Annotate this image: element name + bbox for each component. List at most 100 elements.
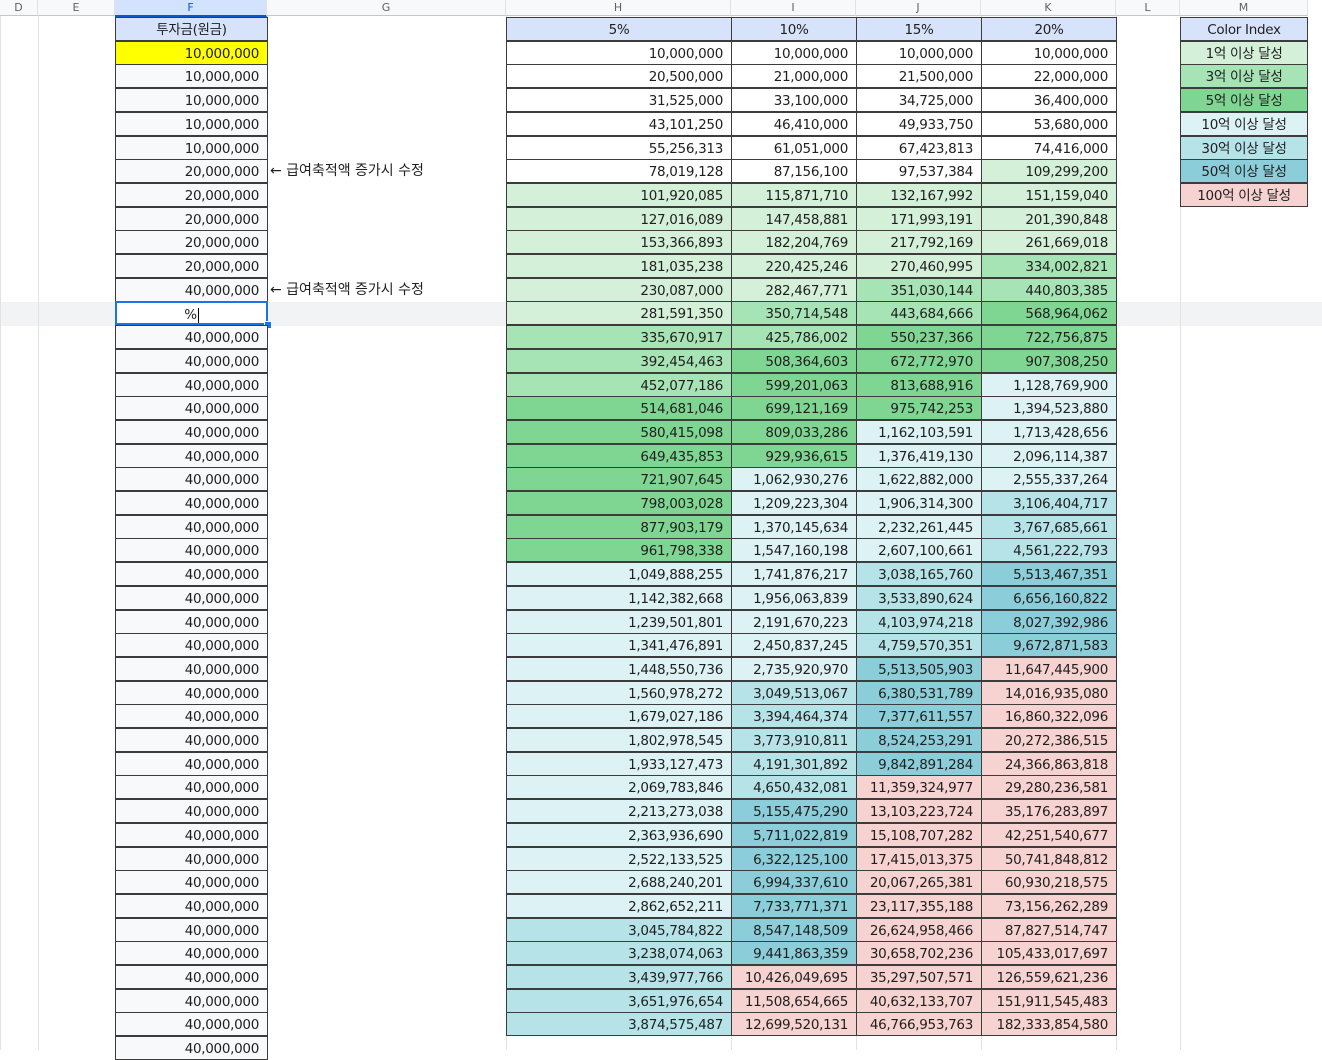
- value-cell-20pct[interactable]: 20,272,386,515: [981, 728, 1117, 752]
- active-cell-value[interactable]: %: [184, 307, 197, 323]
- principal-cell[interactable]: 40,000,000: [115, 610, 268, 634]
- principal-cell[interactable]: 40,000,000: [115, 657, 268, 681]
- value-cell-10pct[interactable]: 425,786,002: [731, 325, 857, 349]
- value-cell-20pct[interactable]: 109,299,200: [981, 159, 1117, 183]
- value-cell-5pct[interactable]: 1,933,127,473: [506, 752, 732, 776]
- principal-cell[interactable]: 40,000,000: [115, 847, 268, 871]
- value-cell-15pct[interactable]: 34,725,000: [856, 88, 982, 112]
- principal-cell[interactable]: 40,000,000: [115, 965, 268, 989]
- value-cell-5pct[interactable]: 101,920,085: [506, 183, 732, 207]
- value-cell-20pct[interactable]: 722,756,875: [981, 325, 1117, 349]
- active-cell[interactable]: %: [115, 301, 268, 325]
- value-cell-5pct[interactable]: 1,560,978,272: [506, 681, 732, 705]
- principal-cell[interactable]: 40,000,000: [115, 704, 268, 728]
- value-cell-10pct[interactable]: 33,100,000: [731, 88, 857, 112]
- value-cell-5pct[interactable]: 2,522,133,525: [506, 847, 732, 871]
- value-cell-15pct[interactable]: 550,237,366: [856, 325, 982, 349]
- value-cell-5pct[interactable]: 514,681,046: [506, 396, 732, 420]
- value-cell-5pct[interactable]: 452,077,186: [506, 373, 732, 397]
- value-cell-5pct[interactable]: 127,016,089: [506, 207, 732, 231]
- value-cell-10pct[interactable]: 220,425,246: [731, 254, 857, 278]
- value-cell-10pct[interactable]: 7,733,771,371: [731, 894, 857, 918]
- value-cell-5pct[interactable]: 1,448,550,736: [506, 657, 732, 681]
- principal-cell[interactable]: 40,000,000: [115, 491, 268, 515]
- value-cell-15pct[interactable]: 171,993,191: [856, 207, 982, 231]
- value-cell-20pct[interactable]: 182,333,854,580: [981, 1012, 1117, 1036]
- value-cell-5pct[interactable]: 1,049,888,255: [506, 562, 732, 586]
- value-cell-20pct[interactable]: 568,964,062: [981, 301, 1117, 325]
- principal-cell[interactable]: 20,000,000: [115, 254, 268, 278]
- value-cell-20pct[interactable]: 29,280,236,581: [981, 775, 1117, 799]
- value-cell-20pct[interactable]: 3,767,685,661: [981, 515, 1117, 539]
- value-cell-5pct[interactable]: 2,688,240,201: [506, 870, 732, 894]
- value-cell-20pct[interactable]: 87,827,514,747: [981, 918, 1117, 942]
- value-cell-20pct[interactable]: 440,803,385: [981, 278, 1117, 302]
- value-cell-15pct[interactable]: 3,533,890,624: [856, 586, 982, 610]
- value-cell-15pct[interactable]: 672,772,970: [856, 349, 982, 373]
- value-cell-5pct[interactable]: 1,679,027,186: [506, 704, 732, 728]
- principal-cell[interactable]: 40,000,000: [115, 420, 268, 444]
- value-cell-15pct[interactable]: 40,632,133,707: [856, 989, 982, 1013]
- value-cell-20pct[interactable]: 22,000,000: [981, 64, 1117, 88]
- principal-cell[interactable]: 40,000,000: [115, 467, 268, 491]
- principal-cell[interactable]: 40,000,000: [115, 752, 268, 776]
- value-cell-10pct[interactable]: 1,370,145,634: [731, 515, 857, 539]
- value-cell-15pct[interactable]: 270,460,995: [856, 254, 982, 278]
- value-cell-15pct[interactable]: 975,742,253: [856, 396, 982, 420]
- value-cell-15pct[interactable]: 7,377,611,557: [856, 704, 982, 728]
- value-cell-10pct[interactable]: 508,364,603: [731, 349, 857, 373]
- value-cell-10pct[interactable]: 8,547,148,509: [731, 918, 857, 942]
- principal-cell[interactable]: 40,000,000: [115, 775, 268, 799]
- column-header-g[interactable]: G: [267, 0, 506, 16]
- color-index-item[interactable]: 50억 이상 달성: [1180, 159, 1308, 183]
- principal-cell[interactable]: 40,000,000: [115, 918, 268, 942]
- value-cell-20pct[interactable]: 261,669,018: [981, 230, 1117, 254]
- principal-cell[interactable]: 40,000,000: [115, 728, 268, 752]
- value-cell-15pct[interactable]: 97,537,384: [856, 159, 982, 183]
- value-cell-5pct[interactable]: 1,239,501,801: [506, 610, 732, 634]
- value-cell-5pct[interactable]: 3,045,784,822: [506, 918, 732, 942]
- value-cell-20pct[interactable]: 60,930,218,575: [981, 870, 1117, 894]
- column-header-m[interactable]: M: [1180, 0, 1308, 16]
- value-cell-15pct[interactable]: 17,415,013,375: [856, 847, 982, 871]
- value-cell-15pct[interactable]: 5,513,505,903: [856, 657, 982, 681]
- principal-cell[interactable]: 40,000,000: [115, 633, 268, 657]
- value-cell-5pct[interactable]: 31,525,000: [506, 88, 732, 112]
- value-cell-20pct[interactable]: 5,513,467,351: [981, 562, 1117, 586]
- value-cell-20pct[interactable]: 35,176,283,897: [981, 799, 1117, 823]
- value-cell-15pct[interactable]: 2,607,100,661: [856, 538, 982, 562]
- value-cell-10pct[interactable]: 10,000,000: [731, 41, 857, 65]
- value-cell-5pct[interactable]: 335,670,917: [506, 325, 732, 349]
- value-cell-20pct[interactable]: 105,433,017,697: [981, 941, 1117, 965]
- value-cell-10pct[interactable]: 11,508,654,665: [731, 989, 857, 1013]
- value-cell-20pct[interactable]: 73,156,262,289: [981, 894, 1117, 918]
- value-cell-10pct[interactable]: 929,936,615: [731, 444, 857, 468]
- value-cell-10pct[interactable]: 2,450,837,245: [731, 633, 857, 657]
- principal-cell[interactable]: 10,000,000: [115, 41, 268, 65]
- value-cell-15pct[interactable]: 20,067,265,381: [856, 870, 982, 894]
- rate-header-3[interactable]: 15%: [856, 17, 982, 41]
- value-cell-20pct[interactable]: 8,027,392,986: [981, 610, 1117, 634]
- value-cell-10pct[interactable]: 2,735,920,970: [731, 657, 857, 681]
- value-cell-15pct[interactable]: 1,376,419,130: [856, 444, 982, 468]
- value-cell-10pct[interactable]: 5,711,022,819: [731, 823, 857, 847]
- value-cell-10pct[interactable]: 147,458,881: [731, 207, 857, 231]
- value-cell-5pct[interactable]: 3,439,977,766: [506, 965, 732, 989]
- value-cell-10pct[interactable]: 46,410,000: [731, 112, 857, 136]
- value-cell-10pct[interactable]: 1,547,160,198: [731, 538, 857, 562]
- value-cell-15pct[interactable]: 10,000,000: [856, 41, 982, 65]
- value-cell-15pct[interactable]: 11,359,324,977: [856, 775, 982, 799]
- value-cell-15pct[interactable]: 49,933,750: [856, 112, 982, 136]
- value-cell-15pct[interactable]: 13,103,223,724: [856, 799, 982, 823]
- value-cell-15pct[interactable]: 35,297,507,571: [856, 965, 982, 989]
- value-cell-20pct[interactable]: 1,128,769,900: [981, 373, 1117, 397]
- color-index-item[interactable]: 5억 이상 달성: [1180, 88, 1308, 112]
- principal-cell[interactable]: 40,000,000: [115, 325, 268, 349]
- value-cell-5pct[interactable]: 580,415,098: [506, 420, 732, 444]
- value-cell-10pct[interactable]: 5,155,475,290: [731, 799, 857, 823]
- value-cell-10pct[interactable]: 12,699,520,131: [731, 1012, 857, 1036]
- principal-cell[interactable]: 40,000,000: [115, 562, 268, 586]
- value-cell-20pct[interactable]: 10,000,000: [981, 41, 1117, 65]
- principal-cell[interactable]: 40,000,000: [115, 799, 268, 823]
- principal-cell[interactable]: 40,000,000: [115, 586, 268, 610]
